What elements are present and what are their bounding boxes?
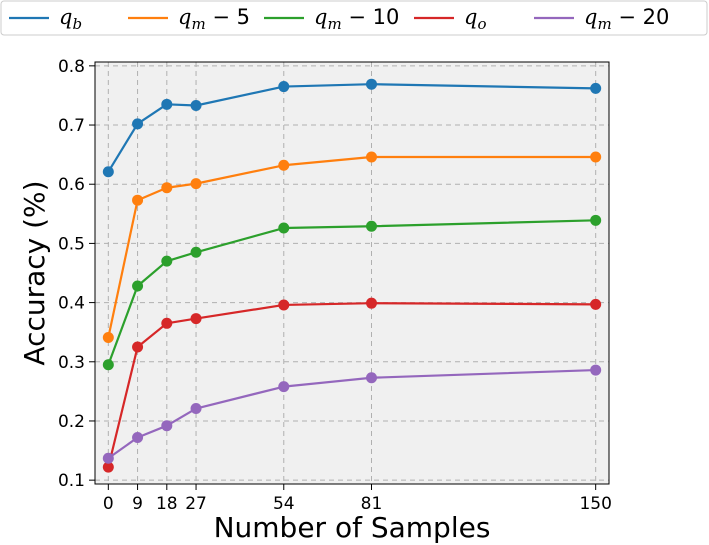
plot-area [95, 62, 609, 484]
data-point [365, 372, 377, 384]
data-point [161, 255, 173, 267]
legend-label-subscript: b [72, 15, 82, 33]
data-point [190, 403, 202, 415]
legend-label: qm − 5 [178, 5, 250, 33]
x-tick-label: 81 [361, 494, 383, 514]
data-point [190, 178, 202, 190]
data-point [278, 222, 290, 234]
legend-label-base: q [178, 5, 191, 29]
x-tick-label: 18 [156, 494, 178, 514]
series-3 [102, 297, 602, 473]
x-axis-label: Number of Samples [214, 511, 491, 544]
x-tick-label: 27 [185, 494, 207, 514]
x-tick-label: 9 [132, 494, 143, 514]
data-point [365, 78, 377, 90]
data-point [278, 81, 290, 93]
legend-label: qb [59, 5, 82, 33]
data-point [278, 299, 290, 311]
data-point [132, 118, 144, 130]
data-point [161, 420, 173, 432]
y-tick-label: 0.5 [58, 234, 85, 254]
legend-label-suffix: − 20 [612, 5, 670, 29]
data-point [590, 151, 602, 163]
x-tick-label: 54 [273, 494, 295, 514]
data-point [590, 298, 602, 310]
legend-label-suffix: − 10 [342, 5, 400, 29]
data-point [102, 166, 114, 178]
legend-label-subscript: m [327, 15, 341, 33]
plot-frame [94, 61, 610, 485]
legend-label: qm − 10 [314, 5, 399, 33]
data-point [190, 246, 202, 258]
series-layer [102, 78, 602, 473]
y-tick-label: 0.4 [58, 294, 85, 314]
legend-label-subscript: o [477, 15, 486, 33]
data-point [132, 341, 144, 353]
legend-label: qo [464, 5, 486, 33]
legend-label-subscript: m [597, 15, 611, 33]
legend-entry-3: qo [414, 5, 486, 33]
data-point [365, 297, 377, 309]
y-tick-label: 0.2 [58, 412, 85, 432]
series-2 [102, 214, 602, 371]
legend-entry-0: qb [9, 5, 82, 33]
legend-frame [0, 0, 708, 36]
legend-label-suffix: − 5 [206, 5, 250, 29]
series-4 [102, 364, 602, 464]
data-point [161, 98, 173, 110]
data-point [102, 359, 114, 371]
series-0 [102, 78, 602, 178]
x-axis: 0 9 18 27 54 81 150 [103, 484, 612, 514]
data-point [278, 381, 290, 393]
data-point [278, 159, 290, 171]
legend-label: qm − 20 [584, 5, 669, 33]
y-axis: 0.1 0.2 0.3 0.4 0.5 0.6 0.7 0.8 [58, 57, 95, 491]
data-point [132, 280, 144, 292]
data-point [365, 151, 377, 163]
legend-entry-2: qm − 10 [264, 5, 399, 33]
legend-label-subscript: m [191, 15, 205, 33]
data-point [132, 432, 144, 444]
data-point [102, 461, 114, 473]
legend-entry-1: qm − 5 [128, 5, 250, 33]
data-point [132, 194, 144, 206]
data-point [102, 452, 114, 464]
y-tick-label: 0.3 [58, 353, 85, 373]
legend-label-base: q [584, 5, 597, 29]
data-point [190, 313, 202, 325]
data-point [161, 182, 173, 194]
x-tick-label: 150 [579, 494, 611, 514]
x-tick-label: 0 [103, 494, 114, 514]
data-point [365, 220, 377, 232]
legend: qb qm − 5 qm − 10 qo qm − 20 [0, 0, 708, 36]
data-point [161, 317, 173, 329]
y-tick-label: 0.7 [58, 116, 85, 136]
data-point [590, 214, 602, 226]
y-axis-label: Accuracy (%) [18, 180, 51, 365]
legend-label-base: q [59, 5, 72, 29]
data-point [590, 364, 602, 376]
y-tick-label: 0.6 [58, 175, 85, 195]
legend-entry-4: qm − 20 [534, 5, 669, 33]
data-point [190, 100, 202, 112]
legend-label-base: q [464, 5, 477, 29]
data-point [102, 332, 114, 344]
series-1 [102, 151, 602, 344]
legend-label-base: q [314, 5, 327, 29]
y-tick-label: 0.8 [58, 57, 85, 77]
data-point [590, 82, 602, 94]
y-tick-label: 0.1 [58, 471, 85, 491]
